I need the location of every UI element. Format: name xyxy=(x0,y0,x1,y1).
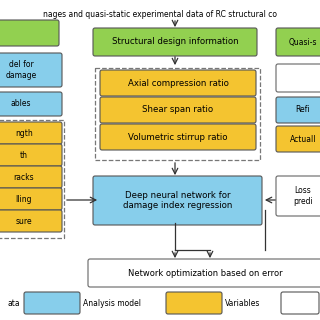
Text: del for
damage: del for damage xyxy=(5,60,36,80)
Text: Network optimization based on error: Network optimization based on error xyxy=(128,268,282,277)
Text: Shear span ratio: Shear span ratio xyxy=(142,106,213,115)
FancyBboxPatch shape xyxy=(276,64,320,92)
Text: Analysis model: Analysis model xyxy=(83,300,141,308)
FancyBboxPatch shape xyxy=(0,53,62,87)
Text: lling: lling xyxy=(16,195,32,204)
FancyBboxPatch shape xyxy=(93,176,262,225)
Text: ata: ata xyxy=(8,300,20,308)
FancyBboxPatch shape xyxy=(0,210,62,232)
Text: Deep neural network for
damage index regression: Deep neural network for damage index reg… xyxy=(123,191,232,210)
Text: sure: sure xyxy=(16,217,32,226)
Text: th: th xyxy=(20,150,28,159)
FancyBboxPatch shape xyxy=(93,28,257,56)
Text: Structural design information: Structural design information xyxy=(112,37,238,46)
Text: nages and quasi-static experimental data of RC structural co: nages and quasi-static experimental data… xyxy=(43,10,277,19)
Text: Refi: Refi xyxy=(296,106,310,115)
Text: racks: racks xyxy=(14,172,34,181)
FancyBboxPatch shape xyxy=(276,126,320,152)
Text: Volumetric stirrup ratio: Volumetric stirrup ratio xyxy=(128,132,228,141)
FancyBboxPatch shape xyxy=(100,97,256,123)
Text: Axial compression ratio: Axial compression ratio xyxy=(128,78,228,87)
FancyBboxPatch shape xyxy=(24,292,80,314)
Text: Loss
predi: Loss predi xyxy=(293,186,313,206)
FancyBboxPatch shape xyxy=(0,122,62,144)
FancyBboxPatch shape xyxy=(0,92,62,116)
FancyBboxPatch shape xyxy=(0,188,62,210)
FancyBboxPatch shape xyxy=(281,292,319,314)
FancyBboxPatch shape xyxy=(100,70,256,96)
Text: Quasi-s: Quasi-s xyxy=(289,37,317,46)
Text: ngth: ngth xyxy=(15,129,33,138)
FancyBboxPatch shape xyxy=(166,292,222,314)
FancyBboxPatch shape xyxy=(88,259,320,287)
Text: Variables: Variables xyxy=(225,300,260,308)
FancyBboxPatch shape xyxy=(0,166,62,188)
FancyBboxPatch shape xyxy=(0,20,59,46)
FancyBboxPatch shape xyxy=(276,176,320,216)
FancyBboxPatch shape xyxy=(276,28,320,56)
FancyBboxPatch shape xyxy=(100,124,256,150)
Text: Actuall: Actuall xyxy=(290,134,316,143)
FancyBboxPatch shape xyxy=(0,144,62,166)
Text: ables: ables xyxy=(11,100,31,108)
FancyBboxPatch shape xyxy=(276,97,320,123)
